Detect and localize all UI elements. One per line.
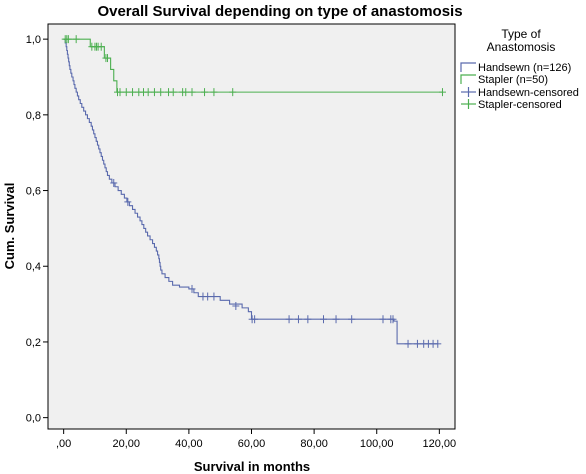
legend-entry-handsewn-censored: Handsewn-censored — [478, 87, 579, 99]
handsewn-censor-mark — [232, 301, 240, 310]
handsewn-censor-mark — [204, 292, 212, 301]
stapler-censor-mark — [72, 35, 80, 44]
legend-stapler-censored-icon — [461, 99, 476, 109]
legend-handsewn-censored-icon — [461, 87, 476, 97]
stapler-censor-mark — [129, 88, 137, 97]
handsewn-censor-mark — [188, 284, 196, 293]
handsewn-censor-mark — [110, 178, 118, 187]
handsewn-censor-mark — [210, 292, 218, 301]
handsewn-censor-mark — [348, 315, 356, 324]
legend-title-line-2: Anastomosis — [487, 40, 556, 54]
legend-entry-stapler-censored: Stapler-censored — [478, 99, 562, 111]
stapler-censor-mark — [229, 88, 237, 97]
y-tick-label: 0,8 — [26, 110, 41, 122]
y-tick-label: 0,6 — [26, 186, 41, 198]
stapler-censor-mark — [210, 88, 218, 97]
series-layer — [61, 35, 446, 348]
handsewn-censor-mark — [124, 197, 132, 206]
handsewn-censor-mark — [285, 315, 293, 324]
stapler-survival-curve — [63, 38, 443, 93]
y-axis: 0,0 0,2 0,4 0,6 0,8 1,0 — [26, 34, 48, 425]
handsewn-censor-mark — [304, 315, 312, 324]
handsewn-censor-mark — [320, 315, 328, 324]
handsewn-censor-mark — [379, 315, 387, 324]
x-tick-label: 100,00 — [360, 438, 394, 450]
y-tick-label: 1,0 — [26, 34, 41, 46]
stapler-censor-mark — [188, 88, 196, 97]
handsewn-censor-mark — [404, 339, 412, 348]
x-tick-label: 120,00 — [423, 438, 457, 450]
stapler-censor-mark — [122, 88, 130, 97]
x-axis-label: Survival in months — [194, 459, 310, 474]
y-tick-label: 0,0 — [26, 413, 41, 425]
stapler-censor-mark — [103, 54, 111, 63]
stapler-censor-mark — [169, 88, 177, 97]
handsewn-censor-mark — [413, 339, 421, 348]
legend: Type of Anastomosis Handsewn (n=126) Sta… — [460, 27, 579, 111]
x-tick-label: 20,00 — [113, 438, 141, 450]
stapler-censor-mark — [182, 88, 190, 97]
legend-entry-stapler: Stapler (n=50) — [478, 74, 548, 86]
stapler-censor-mark — [97, 42, 105, 51]
y-axis-label: Cum. Survival — [2, 183, 17, 270]
x-tick-label: 40,00 — [175, 438, 203, 450]
handsewn-censor-mark — [251, 315, 259, 324]
y-tick-label: 0,2 — [26, 337, 41, 349]
x-tick-label: ,00 — [56, 438, 71, 450]
x-tick-label: 60,00 — [238, 438, 266, 450]
handsewn-censor-mark — [434, 339, 442, 348]
y-tick-label: 0,4 — [26, 261, 41, 273]
legend-handsewn-line-icon — [460, 62, 476, 72]
stapler-censor-mark — [150, 88, 158, 97]
legend-title-line-1: Type of — [501, 27, 541, 41]
plot-area — [47, 23, 456, 430]
stapler-censor-mark — [201, 88, 209, 97]
x-axis: ,00 20,00 40,00 60,00 80,00 100,00 120,00 — [56, 429, 456, 450]
stapler-censor-mark — [438, 88, 446, 97]
handsewn-censor-mark — [389, 315, 397, 324]
stapler-censor-mark — [157, 88, 165, 97]
handsewn-censor-mark — [294, 315, 302, 324]
chart-title: Overall Survival depending on type of an… — [97, 3, 462, 20]
legend-stapler-line-icon — [460, 74, 476, 84]
legend-entry-handsewn: Handsewn (n=126) — [478, 62, 571, 74]
stapler-censor-mark — [116, 88, 124, 97]
x-tick-label: 80,00 — [300, 438, 328, 450]
stapler-censor-mark — [64, 35, 72, 44]
stapler-censor-mark — [144, 88, 152, 97]
handsewn-censor-mark — [332, 315, 340, 324]
